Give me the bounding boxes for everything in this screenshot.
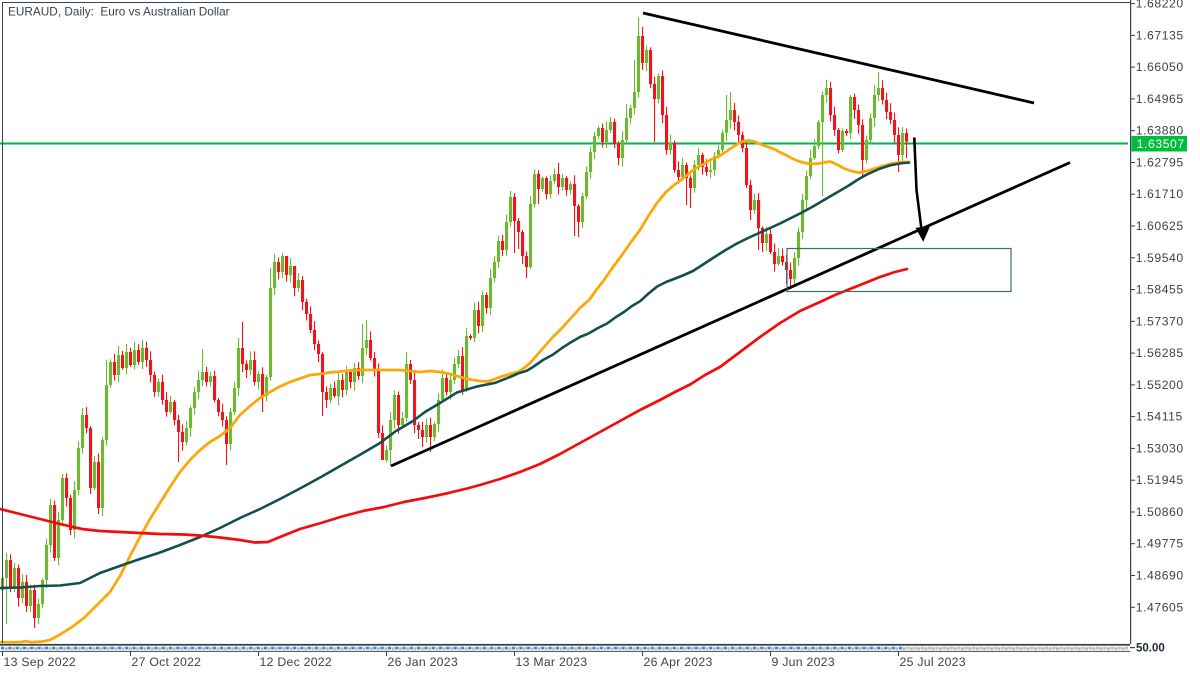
svg-text:1.49775: 1.49775	[1136, 537, 1184, 551]
svg-text:EURAUD, Daily: Euro vs Austra: EURAUD, Daily: Euro vs Australian Dollar	[8, 5, 230, 19]
svg-text:1.59540: 1.59540	[1136, 251, 1184, 265]
svg-text:12 Dec 2022: 12 Dec 2022	[260, 655, 333, 669]
svg-text:1.61710: 1.61710	[1136, 187, 1184, 201]
svg-text:25 Jul 2023: 25 Jul 2023	[900, 655, 966, 669]
svg-text:1.63880: 1.63880	[1136, 124, 1184, 138]
svg-text:1.68220: 1.68220	[1136, 0, 1184, 11]
svg-text:13 Sep 2022: 13 Sep 2022	[4, 655, 77, 669]
svg-text:1.64965: 1.64965	[1136, 92, 1184, 106]
svg-text:26 Apr 2023: 26 Apr 2023	[644, 655, 713, 669]
svg-text:50.00: 50.00	[1136, 643, 1165, 655]
svg-text:1.66050: 1.66050	[1136, 60, 1184, 74]
svg-text:26 Jan 2023: 26 Jan 2023	[388, 655, 458, 669]
svg-text:13 Mar 2023: 13 Mar 2023	[516, 655, 588, 669]
svg-text:27 Oct 2022: 27 Oct 2022	[132, 655, 202, 669]
svg-text:1.60625: 1.60625	[1136, 219, 1184, 233]
svg-text:1.57370: 1.57370	[1136, 314, 1184, 328]
svg-text:1.62795: 1.62795	[1136, 156, 1184, 170]
svg-text:1.48690: 1.48690	[1136, 569, 1184, 583]
svg-text:1.58455: 1.58455	[1136, 283, 1184, 297]
svg-text:1.51945: 1.51945	[1136, 473, 1184, 487]
svg-text:1.63507: 1.63507	[1137, 137, 1185, 151]
svg-text:1.50860: 1.50860	[1136, 505, 1184, 519]
svg-text:1.53030: 1.53030	[1136, 441, 1184, 455]
svg-text:1.55200: 1.55200	[1136, 378, 1184, 392]
svg-text:1.47605: 1.47605	[1136, 600, 1184, 614]
svg-text:1.56285: 1.56285	[1136, 346, 1184, 360]
svg-text:1.67135: 1.67135	[1136, 28, 1184, 42]
svg-text:9 Jun 2023: 9 Jun 2023	[772, 655, 835, 669]
svg-text:1.54115: 1.54115	[1136, 410, 1183, 424]
